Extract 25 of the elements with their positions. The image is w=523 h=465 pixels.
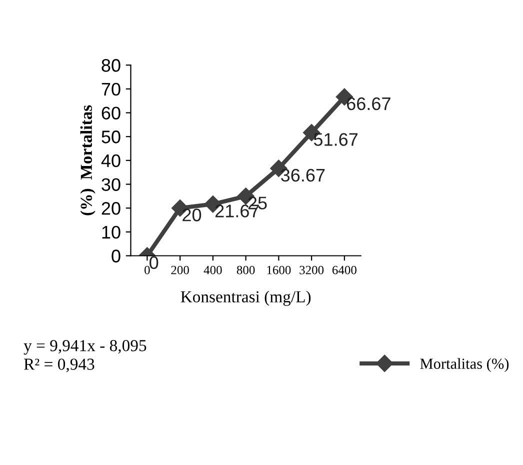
y-tick-label: 20 xyxy=(102,202,120,215)
legend-label: Mortalitas (%) xyxy=(420,358,509,372)
y-tick-label: 0 xyxy=(112,250,120,262)
y-axis-title: (%) Mortalitas xyxy=(80,105,96,216)
x-tick-label: 0 xyxy=(144,266,150,274)
data-label: 66.67 xyxy=(346,97,390,110)
y-tick-label: 10 xyxy=(102,226,120,239)
y-tick-label: 50 xyxy=(102,130,120,144)
data-label: 20 xyxy=(182,208,202,222)
text: R² = 0,943 xyxy=(24,358,94,372)
x-tick-label: 200 xyxy=(171,266,189,274)
x-tick-label: 6400 xyxy=(332,266,356,274)
y-tick-label: 60 xyxy=(102,106,120,120)
y-tick-label: 80 xyxy=(102,59,120,72)
text: y = 9,941x - 8,095 xyxy=(24,340,146,355)
x-tick-label: 400 xyxy=(204,266,222,274)
y-tick-label: 70 xyxy=(102,82,120,96)
x-axis-title: Konsentrasi (mg/L) xyxy=(180,290,311,306)
y-tick-label: 30 xyxy=(102,178,120,191)
x-tick-label: 800 xyxy=(236,266,255,274)
data-label: 51.67 xyxy=(314,133,358,146)
x-tick-label: 3200 xyxy=(300,266,324,274)
data-label: 36.67 xyxy=(281,168,325,182)
y-tick-label: 40 xyxy=(101,154,120,168)
x-tick-label: 1600 xyxy=(267,266,291,274)
